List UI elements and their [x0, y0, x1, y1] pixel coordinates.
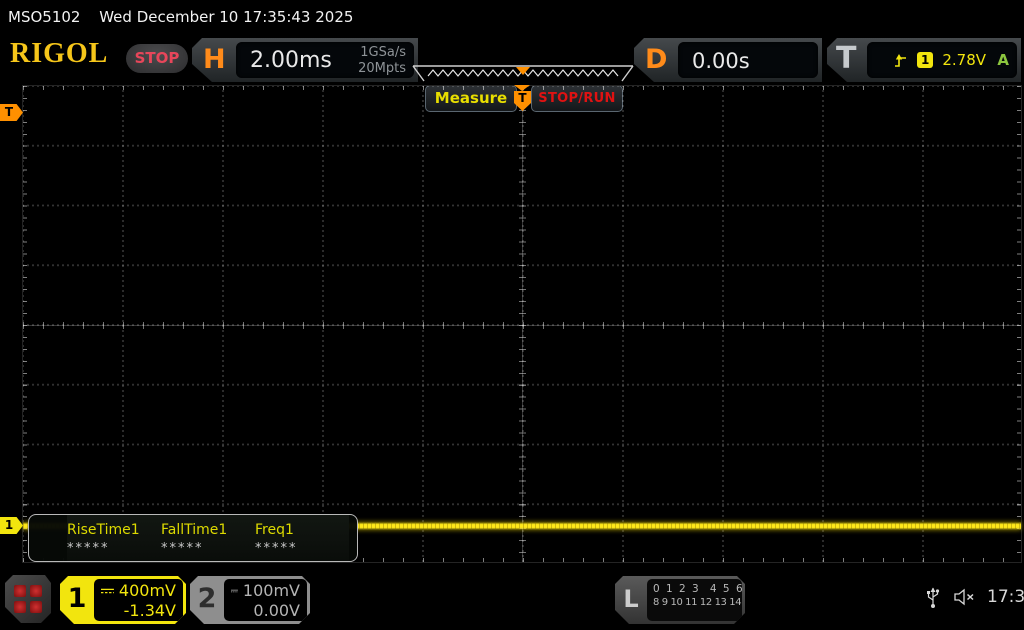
- measurement-label: RiseTime1: [67, 522, 140, 538]
- measurement-item: Freq1 *****: [255, 515, 349, 561]
- channel2-number: 2: [197, 583, 217, 614]
- timebase-value: 2.00ms: [250, 48, 332, 73]
- status-bar: MSO5102 Wed December 10 17:35:43 2025: [8, 5, 353, 29]
- right-edge-ticks: [1017, 86, 1021, 562]
- acquisition-info: 1GSa/s 20Mpts: [358, 45, 406, 77]
- usb-icon: [927, 587, 940, 608]
- measurement-label: Freq1: [255, 522, 294, 538]
- measurement-panel: RiseTime1 ***** FallTime1 ***** Freq1 **…: [28, 514, 358, 562]
- trigger-slope-icon: [893, 53, 908, 68]
- horizontal-settings-box[interactable]: H 2.00ms 1GSa/s 20Mpts: [192, 38, 418, 82]
- sample-rate: 1GSa/s: [360, 45, 406, 60]
- delay-value: 0.00s: [692, 49, 750, 73]
- menu-grid-icon: [14, 585, 26, 597]
- datetime-label: Wed December 10 17:35:43 2025: [99, 8, 354, 26]
- horizontal-inset: 2.00ms 1GSa/s 20Mpts: [236, 42, 414, 78]
- logic-channels-row2: 8 9 10 11 12 13 14 15: [653, 597, 756, 608]
- memory-depth: 20Mpts: [358, 61, 406, 76]
- measurement-item: RiseTime1 *****: [67, 515, 161, 561]
- header-bar: RIGOL STOP H 2.00ms 1GSa/s 20Mpts Measur…: [0, 32, 1024, 112]
- trigger-position-arrow-icon[interactable]: [514, 85, 530, 91]
- footer-bar: 1 400mV -1.34V 2: [0, 570, 1024, 630]
- left-edge-ticks: [23, 86, 27, 562]
- menu-grid-icon: [30, 585, 42, 597]
- channel1-trace: [23, 522, 1021, 530]
- center-vertical-gridline: [522, 86, 523, 562]
- menu-grid-icon: [30, 601, 42, 613]
- measurement-value: *****: [161, 541, 204, 556]
- run-state-badge: STOP: [126, 44, 188, 73]
- channel2-block[interactable]: 2 100mV 0.00V: [190, 576, 310, 624]
- measurement-value: *****: [67, 541, 110, 556]
- channel2-offset: 0.00V: [253, 601, 300, 620]
- graticule: RiseTime1 ***** FallTime1 ***** Freq1 **…: [22, 85, 1022, 563]
- trigger-box[interactable]: T 1 2.78V A: [827, 38, 1021, 82]
- trigger-label: T: [836, 41, 857, 76]
- trigger-mode-indicator: A: [997, 51, 1009, 69]
- menu-grid-button[interactable]: [5, 575, 51, 623]
- channel1-level-marker[interactable]: 1: [0, 517, 23, 534]
- logic-channels-row1: 0 1 2 3 4 5 6 7: [653, 583, 758, 595]
- channel1-number: 1: [67, 583, 87, 614]
- delay-label: D: [645, 44, 668, 75]
- center-vertical-ticks: [519, 86, 526, 562]
- horizontal-label: H: [203, 44, 226, 75]
- measurement-value: *****: [255, 541, 298, 556]
- channel1-offset: -1.34V: [123, 601, 176, 620]
- waveform-preview[interactable]: [412, 65, 634, 82]
- measurement-item: FallTime1 *****: [161, 515, 255, 561]
- rigol-logo: RIGOL: [10, 38, 109, 69]
- center-horizontal-gridline: [23, 325, 1021, 326]
- delay-box[interactable]: D 0.00s: [634, 38, 822, 82]
- trigger-level-value: 2.78V: [942, 51, 987, 69]
- center-horizontal-ticks: [23, 322, 1021, 329]
- logic-analyzer-block[interactable]: L 0 1 2 3 4 5 6 7 8 9 10 11 12 13 14 15: [615, 576, 745, 624]
- trigger-position-marker[interactable]: T: [514, 91, 531, 111]
- menu-grid-icon: [14, 601, 26, 613]
- channel1-content: 400mV -1.34V: [94, 579, 183, 621]
- measurement-label: FallTime1: [161, 522, 228, 538]
- bottom-edge-ticks: [23, 558, 1021, 562]
- channel1-block[interactable]: 1 400mV -1.34V: [60, 576, 186, 624]
- logic-label: L: [623, 585, 639, 613]
- trigger-source-badge: 1: [917, 52, 933, 68]
- dc-coupling-icon: [101, 587, 114, 595]
- delay-inset: 0.00s: [678, 42, 818, 78]
- speaker-muted-icon: [954, 588, 974, 606]
- logic-channels: 0 1 2 3 4 5 6 7 8 9 10 11 12 13 14 15: [647, 579, 742, 621]
- model-label: MSO5102: [8, 8, 81, 26]
- trigger-level-marker[interactable]: T: [0, 104, 23, 121]
- waveform-preview-icon: [412, 65, 634, 82]
- channel2-content: 100mV 0.00V: [224, 579, 307, 621]
- clock-label: 17:34: [987, 587, 1024, 607]
- dc-coupling-icon: [231, 587, 238, 595]
- trigger-inset: 1 2.78V A: [867, 42, 1017, 78]
- system-status-icons: 17:34: [925, 584, 1024, 610]
- channel1-scale: 400mV: [118, 581, 176, 600]
- channel2-scale: 100mV: [242, 581, 300, 600]
